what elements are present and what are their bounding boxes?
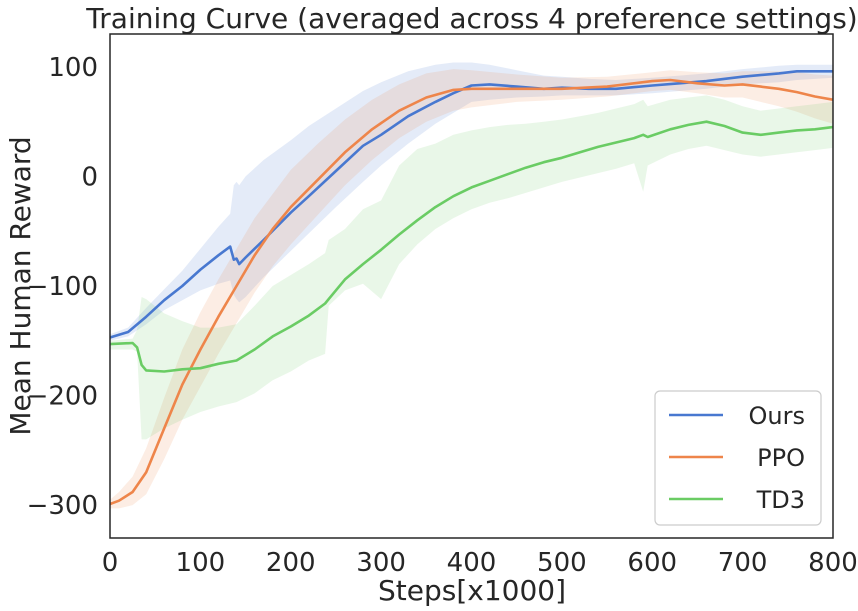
x-tick-label: 400 [447, 548, 497, 578]
legend-label-td3: TD3 [756, 486, 805, 514]
band-ours [110, 62, 833, 341]
x-axis-label: Steps[x1000] [378, 574, 566, 607]
legend: Ours PPO TD3 [654, 390, 822, 526]
x-tick-label: 100 [176, 548, 226, 578]
x-tick-label: 800 [808, 548, 858, 578]
legend-label-ppo: PPO [757, 444, 805, 472]
x-tick-label: 200 [266, 548, 316, 578]
line-ppo [110, 78, 833, 506]
y-tick-label: −300 [27, 491, 98, 521]
x-axis-ticks: 0 100 200 300 400 500 600 700 800 [102, 548, 858, 578]
x-tick-label: 0 [102, 548, 119, 578]
line-td3 [110, 120, 833, 373]
y-tick-label: −200 [27, 382, 98, 412]
y-tick-label: −100 [27, 272, 98, 302]
band-td3 [110, 95, 833, 440]
y-axis-ticks: 100 0 −100 −200 −300 [27, 53, 98, 521]
series-lines [110, 70, 833, 506]
x-tick-label: 600 [627, 548, 677, 578]
legend-label-ours: Ours [749, 402, 805, 430]
chart-title: Training Curve (averaged across 4 prefer… [85, 2, 857, 35]
legend-box [654, 390, 822, 526]
band-ppo [110, 69, 833, 509]
y-axis-label: Mean Human Reward [4, 136, 37, 435]
x-tick-label: 500 [537, 548, 587, 578]
x-tick-label: 300 [356, 548, 406, 578]
plot-frame [109, 33, 834, 539]
confidence-bands [110, 62, 833, 509]
y-tick-label: 100 [48, 53, 98, 83]
y-tick-label: 0 [81, 162, 98, 192]
x-tick-label: 700 [718, 548, 768, 578]
